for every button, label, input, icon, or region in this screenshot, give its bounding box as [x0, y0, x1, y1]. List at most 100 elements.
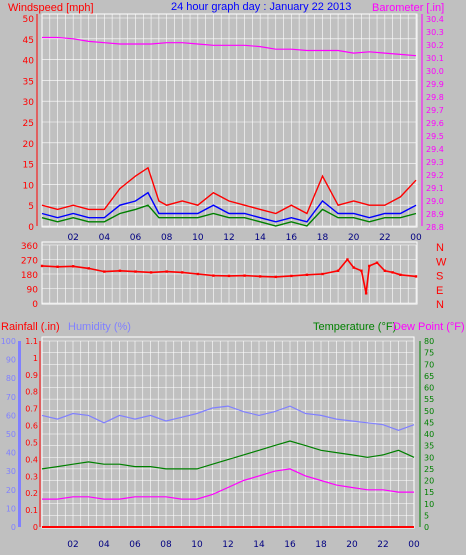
- wind-direction-point: [227, 274, 231, 278]
- barometer-tick-label: 29.8: [426, 93, 444, 102]
- temperature-tick-label: 30: [424, 453, 434, 462]
- windspeed-axis-title: Windspeed [mph]: [8, 2, 94, 14]
- windspeed-tick-label: 45: [23, 36, 34, 46]
- climate-hour-tick-label: 00: [408, 540, 420, 550]
- windspeed-tick-label: 25: [23, 119, 34, 129]
- wind-hour-tick-label: 02: [67, 233, 78, 243]
- humidity-axis-title: Humidity (%): [68, 321, 131, 333]
- rainfall-tick-label: 0.2: [25, 489, 38, 498]
- temperature-line: [41, 440, 415, 470]
- wind-direction-point: [181, 271, 184, 274]
- barometer-tick-label: 29.1: [426, 184, 444, 193]
- wind-hour-tick-label: 00: [410, 233, 422, 243]
- rainfall-tick-label: 0.5: [25, 438, 38, 447]
- wind-hour-tick-label: 22: [379, 233, 390, 243]
- wind-direction-point: [346, 258, 349, 261]
- barometer-tick-label: 29.7: [426, 106, 444, 115]
- barometer-tick-label: 30.3: [426, 28, 444, 37]
- rainfall-axis-title: Rainfall (.in): [1, 321, 60, 333]
- humidity-tick-label: 0: [11, 523, 16, 532]
- wind-gust-line: [41, 166, 417, 215]
- climate-hour-tick-label: 06: [129, 540, 141, 550]
- windspeed-tick-label: 35: [23, 77, 34, 87]
- wind-direction-point: [56, 265, 59, 268]
- compass-label: S: [436, 271, 443, 283]
- wind-direction-point: [87, 267, 90, 270]
- rainfall-tick-label: 0.3: [25, 472, 38, 481]
- temperature-tick-label: 55: [424, 395, 434, 404]
- wind-direction-point: [212, 274, 215, 277]
- temperature-tick-label: 65: [424, 372, 434, 381]
- temperature-tick-label: 5: [424, 511, 429, 520]
- compass-label: E: [436, 285, 443, 297]
- barometer-tick-label: 28.8: [426, 223, 444, 232]
- rainfall-tick-label: 0.9: [25, 371, 38, 380]
- wind-direction-point: [383, 269, 387, 272]
- rainfall-tick-label: 0.4: [25, 455, 38, 464]
- wind-direction-point: [368, 264, 371, 268]
- barometer-tick-label: 29.5: [426, 132, 444, 141]
- wind-direction-point: [274, 275, 277, 279]
- windspeed-tick-label: 5: [28, 202, 34, 212]
- wind-hour-tick-label: 10: [192, 233, 204, 243]
- climate-hour-tick-label: 12: [222, 540, 233, 550]
- wind-hour-tick-label: 08: [161, 233, 173, 243]
- wind-hour-tick-label: 16: [286, 233, 298, 243]
- rainfall-tick-label: 1.1: [25, 337, 38, 346]
- temperature-tick-label: 10: [424, 500, 434, 509]
- humidity-tick-label: 70: [6, 393, 16, 402]
- wind-direction-point: [40, 264, 44, 268]
- humidity-tick-label: 100: [1, 337, 16, 346]
- wind-direction-point: [243, 274, 246, 277]
- humidity-tick-label: 30: [6, 467, 16, 476]
- wind-direction-point: [134, 270, 137, 273]
- windspeed-tick-label: 15: [23, 161, 34, 171]
- temperature-tick-label: 70: [424, 360, 434, 369]
- barometer-tick-label: 29.2: [426, 171, 444, 180]
- barometer-tick-label: 30.2: [426, 41, 444, 50]
- humidity-tick-label: 10: [6, 504, 16, 513]
- barometer-tick-label: 28.9: [426, 210, 444, 219]
- humidity-tick-label: 20: [6, 486, 16, 495]
- barometer-tick-label: 29.6: [426, 119, 444, 128]
- climate-hour-tick-label: 10: [191, 540, 203, 550]
- wind-direction-point: [305, 273, 309, 277]
- wind-direction-point: [375, 261, 379, 264]
- temperature-tick-label: 15: [424, 488, 434, 497]
- wind-hour-tick-label: 20: [348, 233, 360, 243]
- wind-direction-point: [336, 269, 340, 272]
- climate-hour-tick-label: 20: [346, 540, 358, 550]
- climate-hour-tick-label: 14: [253, 540, 265, 550]
- dewpoint-axis-title: Dew Point (°F): [393, 321, 465, 333]
- rainfall-tick-label: 0.7: [25, 405, 38, 414]
- windspeed-tick-label: 10: [23, 181, 35, 191]
- humidity-tick-label: 80: [6, 374, 16, 383]
- climate-hour-tick-label: 16: [284, 540, 296, 550]
- wind-direction-point: [196, 272, 200, 276]
- wind-direction-point: [103, 270, 106, 273]
- humidity-tick-label: 90: [6, 356, 16, 365]
- direction-tick-label: 90: [27, 286, 39, 296]
- wind-direction-point: [71, 265, 75, 268]
- wind-hour-tick-label: 12: [223, 233, 234, 243]
- wind-direction-point: [414, 275, 418, 278]
- rainfall-tick-label: 0.8: [25, 388, 38, 397]
- wind-hour-tick-label: 06: [130, 233, 142, 243]
- wind-direction-point: [399, 273, 402, 277]
- wind-direction-point: [321, 272, 324, 276]
- wind-panel: [41, 13, 418, 228]
- direction-tick-label: 0: [32, 300, 38, 310]
- rainfall-tick-label: 0.1: [25, 506, 38, 515]
- humidity-tick-label: 50: [6, 430, 16, 439]
- rainfall-tick-label: 1: [33, 354, 38, 363]
- temperature-tick-label: 45: [424, 418, 434, 427]
- climate-hour-tick-label: 02: [67, 540, 78, 550]
- humidity-tick-label: 60: [6, 411, 16, 420]
- windspeed-tick-label: 30: [23, 98, 35, 108]
- barometer-tick-label: 29.9: [426, 80, 444, 89]
- wind-direction-point: [364, 292, 368, 295]
- temperature-tick-label: 0: [424, 523, 429, 532]
- barometer-tick-label: 30.4: [426, 15, 444, 24]
- barometer-tick-label: 30.1: [426, 54, 444, 63]
